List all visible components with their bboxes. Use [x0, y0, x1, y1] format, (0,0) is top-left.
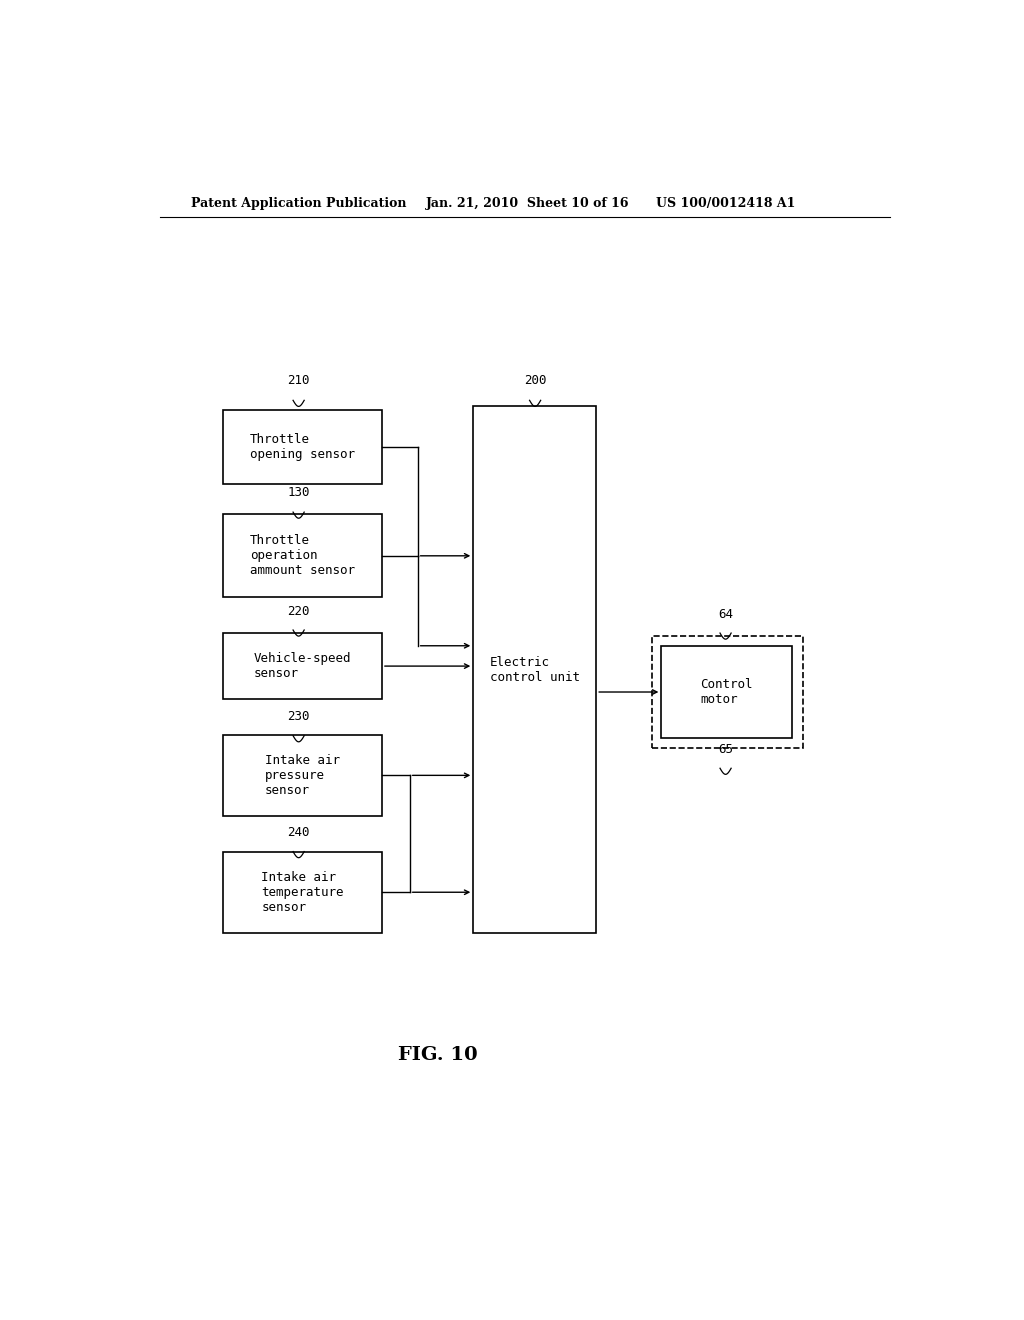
Bar: [223, 735, 382, 816]
Text: 210: 210: [288, 374, 310, 387]
Text: Control
motor: Control motor: [700, 678, 753, 706]
Text: 240: 240: [288, 826, 310, 840]
Text: Patent Application Publication: Patent Application Publication: [191, 197, 407, 210]
Bar: [652, 636, 803, 748]
Text: Throttle
operation
ammount sensor: Throttle operation ammount sensor: [250, 535, 355, 577]
Text: 65: 65: [718, 743, 733, 756]
Bar: [662, 647, 793, 738]
Text: Throttle
opening sensor: Throttle opening sensor: [250, 433, 355, 461]
Bar: [223, 515, 382, 598]
Text: 200: 200: [524, 374, 547, 387]
Text: 220: 220: [288, 605, 310, 618]
Text: Intake air
pressure
sensor: Intake air pressure sensor: [265, 754, 340, 797]
Text: US 100/0012418 A1: US 100/0012418 A1: [655, 197, 795, 210]
Text: 64: 64: [718, 609, 733, 620]
Bar: [223, 851, 382, 933]
Bar: [223, 411, 382, 483]
Text: Jan. 21, 2010  Sheet 10 of 16: Jan. 21, 2010 Sheet 10 of 16: [426, 197, 629, 210]
Bar: [473, 407, 596, 933]
Text: FIG. 10: FIG. 10: [397, 1045, 477, 1064]
Bar: [223, 634, 382, 700]
Text: 230: 230: [288, 710, 310, 722]
Text: Vehicle-speed
sensor: Vehicle-speed sensor: [254, 652, 351, 680]
Text: Intake air
temperature
sensor: Intake air temperature sensor: [261, 871, 344, 913]
Text: Electric
control unit: Electric control unit: [489, 656, 580, 684]
Text: 130: 130: [288, 486, 310, 499]
